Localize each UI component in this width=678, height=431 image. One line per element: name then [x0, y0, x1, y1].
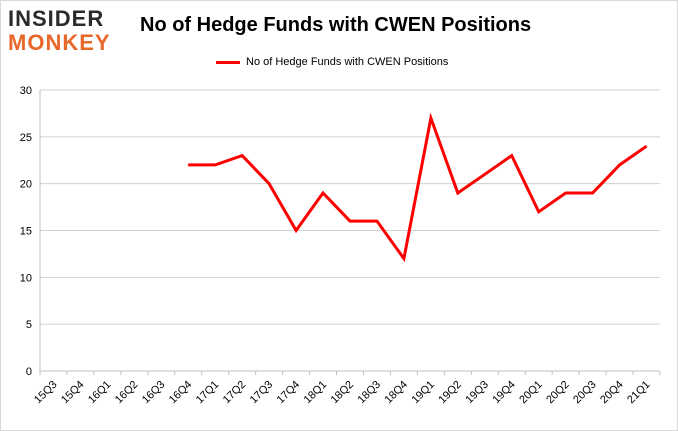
x-tick-label: 16Q1	[86, 379, 114, 407]
data-point	[538, 211, 540, 213]
y-tick-label: 20	[20, 179, 32, 191]
data-point	[322, 192, 324, 194]
data-point	[187, 164, 189, 166]
data-point	[484, 173, 486, 175]
x-tick-label: 16Q3	[140, 379, 168, 407]
x-tick-label: 17Q4	[275, 379, 303, 407]
data-point	[619, 164, 621, 166]
data-point	[349, 220, 351, 222]
y-tick-label: 10	[20, 272, 32, 284]
x-tick-label: 18Q3	[356, 379, 384, 407]
data-point	[268, 183, 270, 185]
data-point	[646, 145, 648, 147]
x-tick-label: 19Q2	[436, 379, 464, 407]
chart-legend: No of Hedge Funds with CWEN Positions	[216, 54, 448, 70]
logo-text-bottom: MONKEY	[8, 30, 111, 55]
x-tick-label: 18Q1	[302, 379, 330, 407]
x-tick-label: 15Q4	[59, 379, 87, 407]
insider-monkey-logo: INSIDER MONKEY	[8, 6, 126, 55]
data-point	[430, 117, 432, 119]
data-point	[565, 192, 567, 194]
data-point	[592, 192, 594, 194]
x-tick-label: 18Q2	[329, 379, 357, 407]
data-point	[457, 192, 459, 194]
series-line-0	[188, 112, 648, 263]
x-tick-label: 19Q1	[409, 379, 437, 407]
x-tick-label: 21Q1	[625, 379, 653, 407]
x-tick-label: 19Q4	[490, 379, 518, 407]
logo-text-top: INSIDER	[8, 6, 105, 31]
data-point	[295, 230, 297, 231]
x-tick-label: 15Q3	[32, 379, 60, 407]
data-point	[511, 155, 513, 157]
data-point	[403, 258, 405, 260]
x-tick-label: 17Q2	[221, 379, 249, 407]
y-tick-label: 0	[26, 366, 32, 378]
data-point	[214, 164, 216, 166]
y-tick-label: 5	[26, 319, 32, 331]
chart-title: No of Hedge Funds with CWEN Positions	[140, 14, 532, 36]
x-tick-label: 16Q4	[167, 379, 195, 407]
x-tick-label: 18Q4	[383, 379, 411, 407]
x-tick-label: 16Q2	[113, 379, 141, 407]
x-tick-label: 20Q4	[598, 379, 626, 407]
data-point	[376, 220, 378, 222]
x-tick-label: 20Q2	[544, 379, 572, 407]
x-tick-label: 17Q3	[248, 379, 276, 407]
x-tick-label: 19Q3	[463, 379, 491, 407]
y-tick-label: 30	[20, 85, 32, 97]
legend-swatch	[216, 60, 240, 64]
data-point	[241, 155, 243, 157]
x-tick-label: 20Q3	[571, 379, 599, 407]
legend-label: No of Hedge Funds with CWEN Positions	[246, 56, 449, 68]
y-tick-label: 25	[20, 132, 32, 144]
x-tick-label: 17Q1	[194, 379, 222, 407]
y-tick-label: 15	[20, 226, 32, 238]
x-tick-label: 20Q1	[517, 379, 545, 407]
